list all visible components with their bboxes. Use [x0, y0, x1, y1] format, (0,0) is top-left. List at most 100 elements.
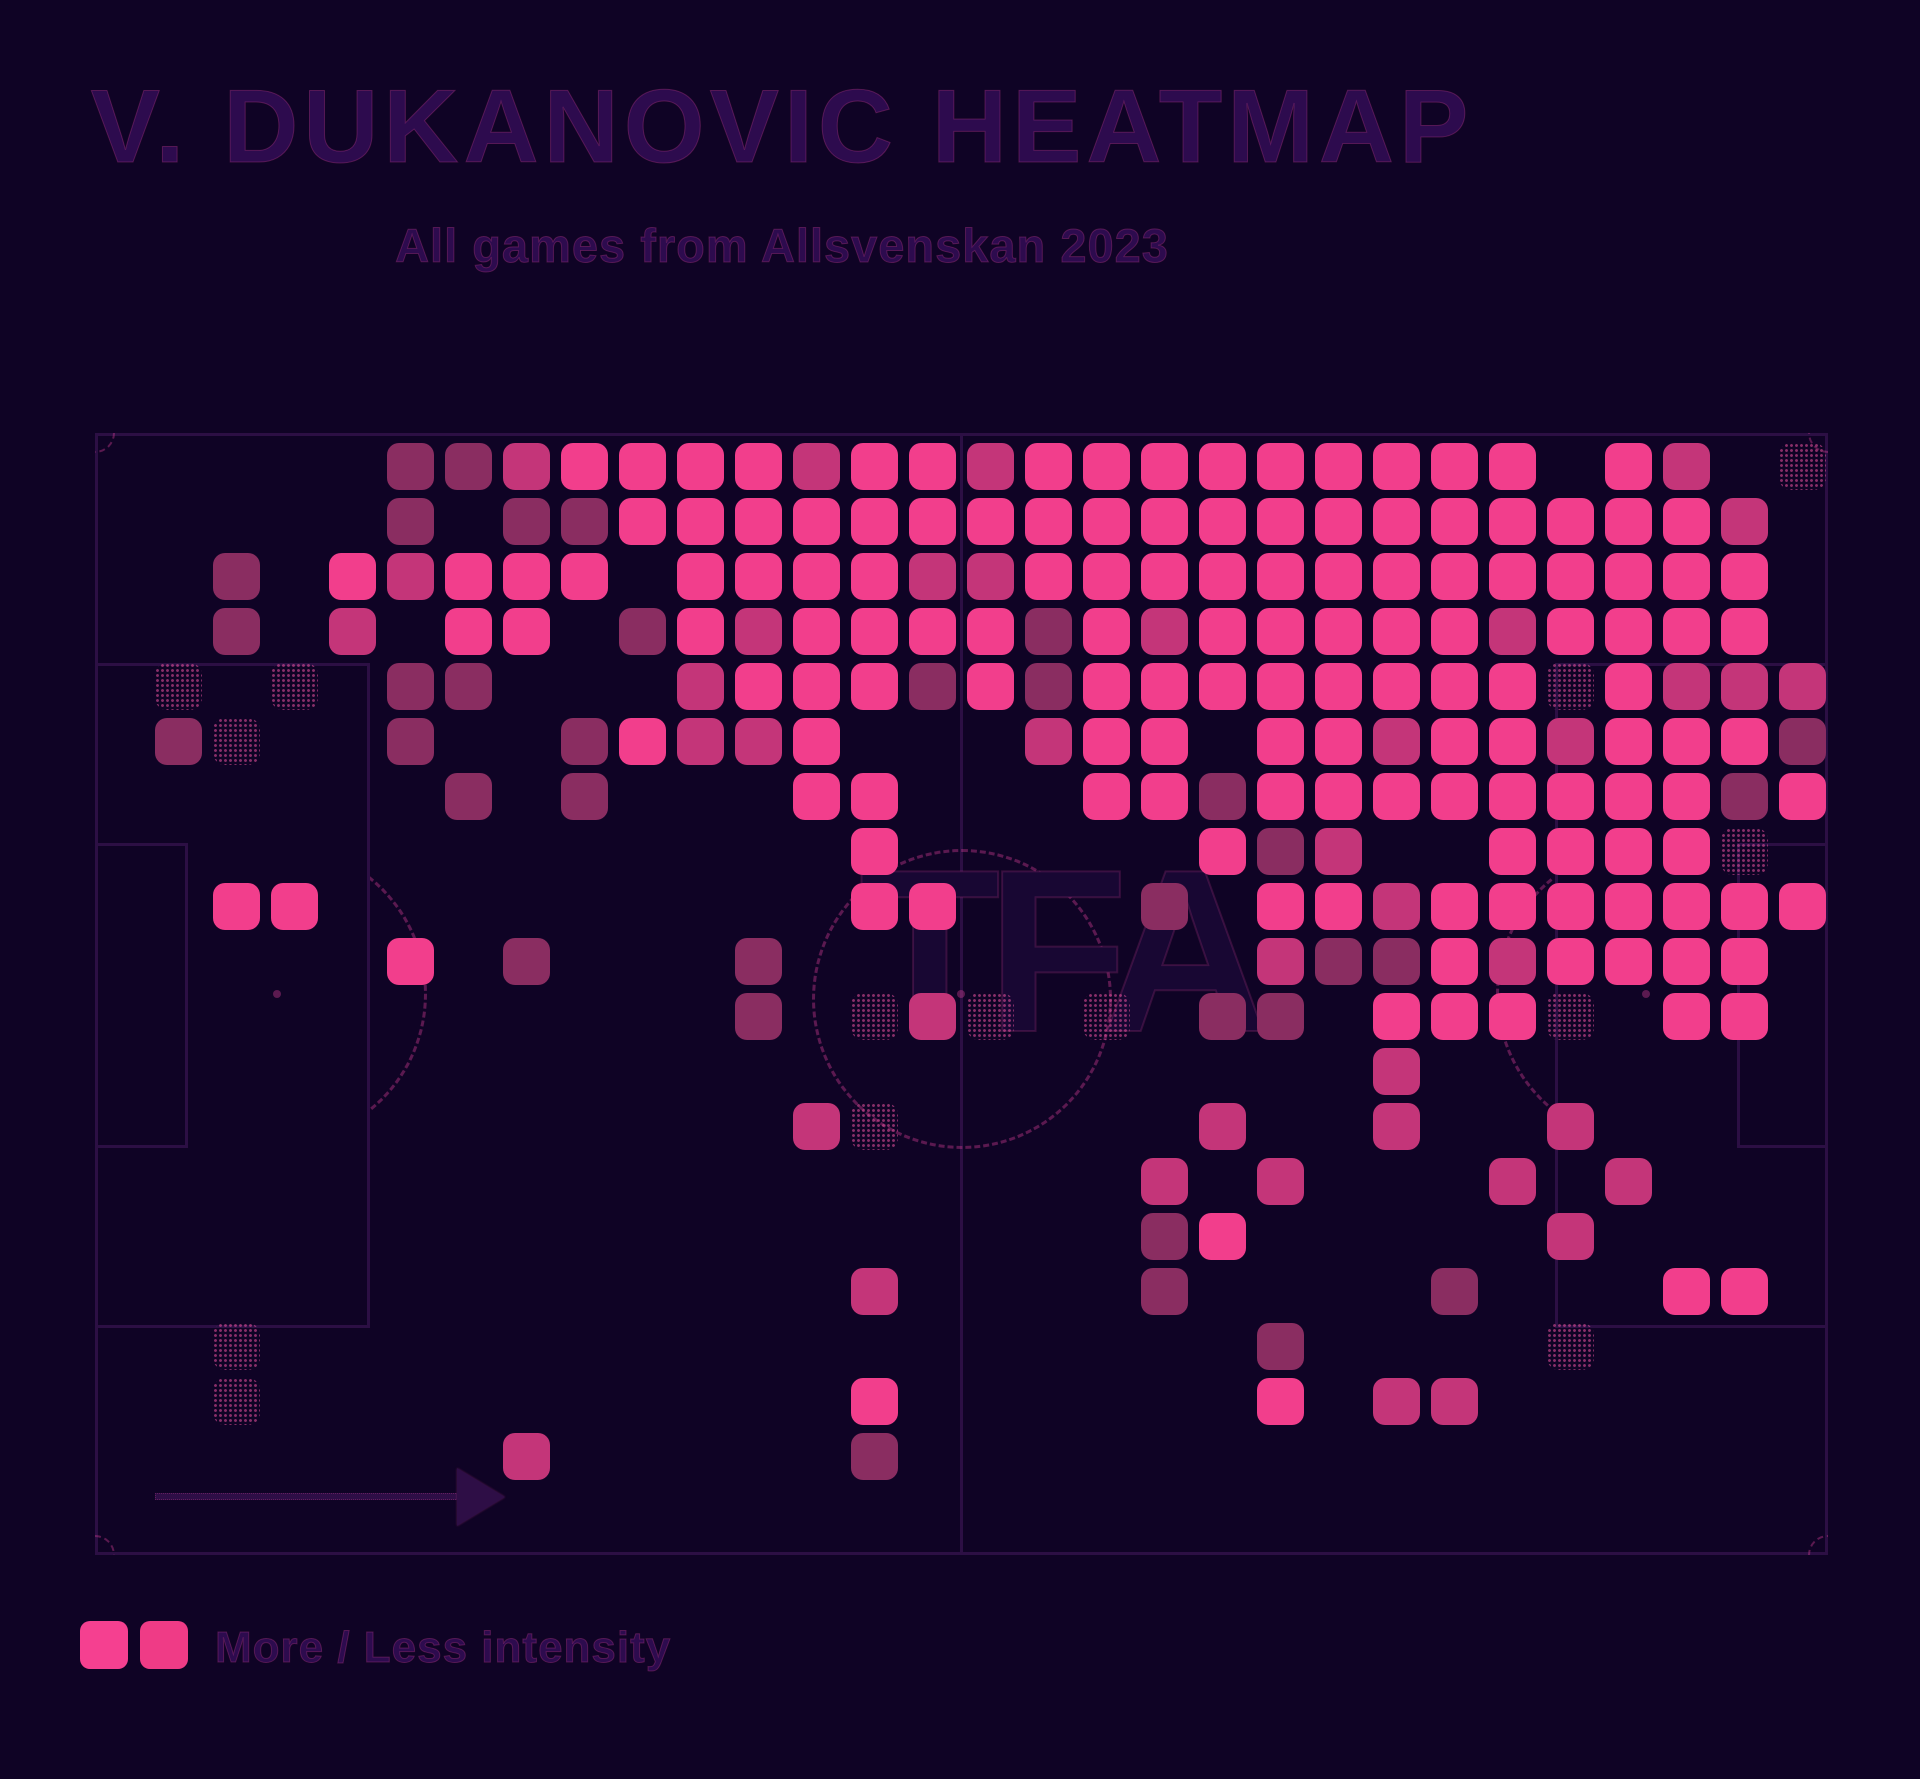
heatmap-cell [967, 443, 1014, 490]
heatmap-cell [445, 443, 492, 490]
heatmap-cell [1431, 883, 1478, 930]
heatmap-cell [1663, 718, 1710, 765]
heatmap-cell [1373, 993, 1420, 1040]
heatmap-cell [445, 773, 492, 820]
heatmap-cell [735, 993, 782, 1040]
heatmap-cell [967, 498, 1014, 545]
heatmap-cell [445, 608, 492, 655]
heatmap-cell [677, 718, 724, 765]
heatmap-cell [387, 718, 434, 765]
attack-direction-arrow-line [155, 1493, 460, 1500]
heatmap-cell [387, 443, 434, 490]
heatmap-cell [561, 718, 608, 765]
heatmap-cell [851, 993, 898, 1040]
page-subtitle: All games from Allsvenskan 2023 [395, 219, 1169, 273]
heatmap-cell [1663, 663, 1710, 710]
heatmap-cell [213, 883, 260, 930]
heatmap-cell [1373, 608, 1420, 655]
heatmap-cell [213, 1323, 260, 1370]
legend-swatch-more-intensity [80, 1621, 128, 1669]
heatmap-cell [1605, 883, 1652, 930]
heatmap-cell [851, 663, 898, 710]
heatmap-cell [445, 663, 492, 710]
heatmap-cell [793, 608, 840, 655]
heatmap-cell [1141, 1158, 1188, 1205]
heatmap-cell [677, 553, 724, 600]
heatmap-cell [1373, 1378, 1420, 1425]
heatmap-cell [1605, 608, 1652, 655]
heatmap-cell [1779, 443, 1826, 490]
heatmap-cell [387, 498, 434, 545]
heatmap-cell [1315, 443, 1362, 490]
heatmap-cell [1779, 773, 1826, 820]
heatmap-cell [503, 443, 550, 490]
heatmap-cell [1547, 938, 1594, 985]
heatmap-cell [1083, 773, 1130, 820]
heatmap-cell [1547, 828, 1594, 875]
heatmap-cell [1663, 443, 1710, 490]
heatmap-cell [1721, 993, 1768, 1040]
heatmap-cell [561, 553, 608, 600]
heatmap-cell [1721, 1268, 1768, 1315]
heatmap-cell [677, 663, 724, 710]
heatmap-cell [271, 663, 318, 710]
heatmap-cell [1547, 773, 1594, 820]
heatmap-cell [1141, 608, 1188, 655]
heatmap-cell [1141, 883, 1188, 930]
heatmap-cell [1605, 663, 1652, 710]
heatmap-cell [619, 498, 666, 545]
heatmap-cell [1431, 663, 1478, 710]
heatmap-cell [1489, 443, 1536, 490]
heatmap-cell [1605, 1158, 1652, 1205]
heatmap-cell [1257, 883, 1304, 930]
heatmap-cell [1257, 1323, 1304, 1370]
heatmap-cell [1373, 883, 1420, 930]
heatmap-cell [1257, 773, 1304, 820]
heatmap-cell [1257, 828, 1304, 875]
heatmap-cell [1199, 773, 1246, 820]
heatmap-cell [1199, 608, 1246, 655]
heatmap-cell [1373, 773, 1420, 820]
heatmap-cell [1489, 938, 1536, 985]
heatmap-cell [1373, 443, 1420, 490]
heatmap-cell [1199, 993, 1246, 1040]
heatmap-cell [1141, 718, 1188, 765]
heatmap-cell [1199, 663, 1246, 710]
heatmap-cell [1547, 608, 1594, 655]
heatmap-cell [1721, 663, 1768, 710]
heatmap-cell [1315, 498, 1362, 545]
heatmap-cell [1721, 553, 1768, 600]
heatmap-cell [677, 498, 724, 545]
heatmap-cell [851, 553, 898, 600]
heatmap-cell [561, 773, 608, 820]
heatmap-cell [1547, 1323, 1594, 1370]
heatmap-cell [329, 553, 376, 600]
heatmap-cell [1663, 883, 1710, 930]
heatmap-cell [1083, 498, 1130, 545]
heatmap-cell [1199, 498, 1246, 545]
heatmap-cell [677, 608, 724, 655]
heatmap-cell [851, 608, 898, 655]
heatmap-cell [1663, 608, 1710, 655]
heatmap-cell [503, 608, 550, 655]
left-penalty-spot [273, 990, 281, 998]
heatmap-cell [561, 443, 608, 490]
heatmap-cell [1779, 663, 1826, 710]
heatmap-cell [1257, 608, 1304, 655]
heatmap-cell [1373, 938, 1420, 985]
heatmap-cell [1663, 1268, 1710, 1315]
heatmap-cell [851, 883, 898, 930]
heatmap-cell [1083, 608, 1130, 655]
heatmap-cell [1663, 828, 1710, 875]
heatmap-cell [1141, 663, 1188, 710]
heatmap-cell [619, 443, 666, 490]
heatmap-cell [1431, 608, 1478, 655]
heatmap-cell [1605, 498, 1652, 545]
heatmap-cell [1489, 553, 1536, 600]
heatmap-cell [1663, 553, 1710, 600]
heatmap-cell [213, 1378, 260, 1425]
heatmap-cell [1083, 663, 1130, 710]
heatmap-cell [793, 718, 840, 765]
heatmap-cell [619, 718, 666, 765]
